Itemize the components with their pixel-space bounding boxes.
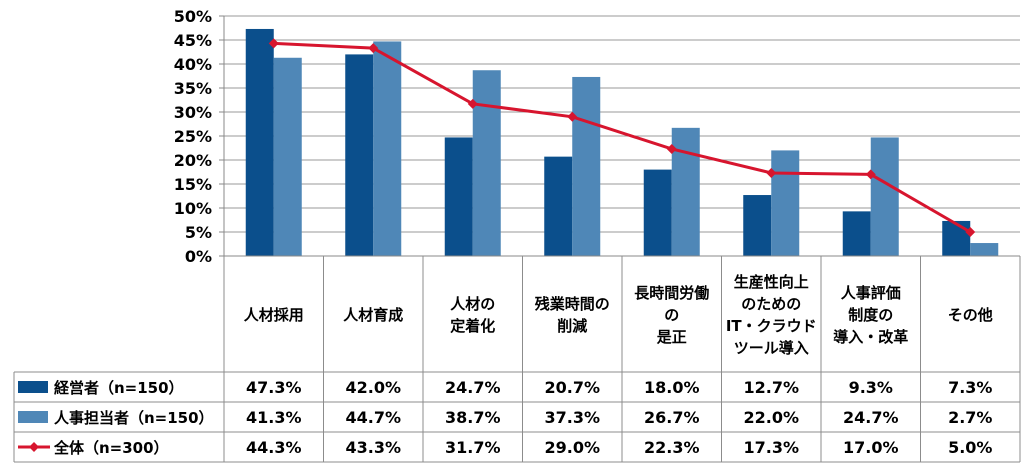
bar [373, 41, 402, 256]
category-label: 削減 [557, 317, 587, 335]
data-label: 26.7% [644, 408, 700, 427]
data-label: 18.0% [644, 378, 700, 397]
y-tick-label: 0% [185, 247, 212, 266]
category-label: 長時間労働 [634, 284, 709, 302]
grid-lines [224, 15, 1020, 233]
series-name: 経営者（n=150） [54, 379, 184, 397]
bar [572, 76, 601, 257]
data-label: 5.0% [948, 438, 992, 457]
legend-key [18, 411, 48, 423]
line-marker [666, 143, 677, 154]
legend-key-marker [29, 442, 39, 452]
line-marker [467, 98, 478, 109]
bar [444, 137, 473, 256]
data-label: 37.3% [544, 408, 600, 427]
y-tick-label: 15% [174, 175, 212, 194]
data-label: 22.3% [644, 438, 700, 457]
category-label: ツール導入 [734, 339, 809, 357]
category-label: 導入・改革 [833, 328, 908, 346]
data-label: 42.0% [345, 378, 401, 397]
y-tick-label: 30% [174, 103, 212, 122]
category-label: IT・クラウド [726, 317, 817, 335]
y-tick-label: 40% [174, 55, 212, 74]
category-label: 人材採用 [244, 306, 304, 324]
legend-key [18, 381, 48, 393]
bar [245, 28, 274, 257]
bar [273, 57, 302, 257]
data-label: 41.3% [246, 408, 302, 427]
bar [942, 220, 971, 256]
category-label: 制度の [848, 306, 893, 324]
bar [970, 243, 999, 256]
bar [643, 169, 672, 256]
bar [671, 127, 700, 256]
category-label: の [664, 306, 679, 324]
y-tick-label: 10% [174, 199, 212, 218]
data-label: 9.3% [849, 378, 893, 397]
y-tick-label: 20% [174, 151, 212, 170]
category-label: 定着化 [450, 317, 495, 335]
line-marker [965, 227, 976, 237]
total-line [268, 38, 976, 237]
data-label: 24.7% [843, 408, 899, 427]
series-name: 人事担当者（n=150） [54, 409, 214, 427]
category-label: 人材育成 [343, 306, 403, 324]
category-label: のための [741, 295, 801, 313]
line-marker [567, 111, 578, 122]
data-label: 20.7% [544, 378, 600, 397]
y-tick-label: 45% [174, 31, 212, 50]
category-label: 是正 [656, 328, 687, 346]
data-label: 12.7% [743, 378, 799, 397]
bar [771, 150, 800, 256]
data-label: 2.7% [948, 408, 992, 427]
data-label: 17.3% [743, 438, 799, 457]
bar [345, 54, 374, 257]
data-label: 43.3% [345, 438, 401, 457]
y-tick-label: 50% [174, 7, 212, 26]
data-label: 47.3% [246, 378, 302, 397]
bar [842, 211, 871, 256]
y-tick-label: 35% [174, 79, 212, 98]
line-marker [766, 167, 777, 178]
category-label: 人事評価 [841, 284, 901, 302]
series-name: 全体（n=300） [53, 439, 169, 457]
y-tick-labels: 0% 5% 10% 15% 20% 25% 30% 35% 40% 45% 50% [174, 7, 212, 266]
bar [472, 70, 501, 257]
data-label: 31.7% [445, 438, 501, 457]
category-label: その他 [948, 306, 993, 324]
line-marker [368, 43, 379, 54]
data-label: 44.7% [345, 408, 401, 427]
data-label: 44.3% [246, 438, 302, 457]
data-label: 7.3% [948, 378, 992, 397]
bars [245, 28, 999, 257]
data-label: 24.7% [445, 378, 501, 397]
data-label: 22.0% [743, 408, 799, 427]
category-label: 人材の [450, 295, 495, 313]
category-label: 残業時間の [535, 295, 610, 313]
bar [544, 156, 573, 256]
bar [743, 195, 772, 256]
data-label: 38.7% [445, 408, 501, 427]
line-marker [865, 169, 876, 180]
category-label: 生産性向上 [734, 273, 809, 291]
data-label: 17.0% [843, 438, 899, 457]
y-tick-label: 5% [185, 223, 212, 242]
y-tick-label: 25% [174, 127, 212, 146]
bar [870, 137, 899, 256]
line-marker [268, 38, 279, 49]
line-series [273, 41, 972, 234]
data-label: 29.0% [544, 438, 600, 457]
